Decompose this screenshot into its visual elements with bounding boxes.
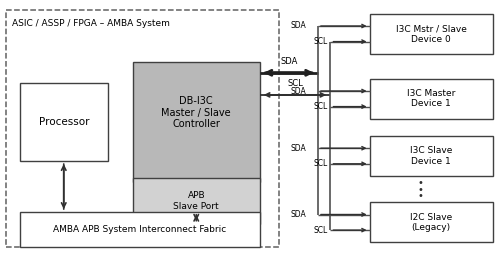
Bar — [20, 83, 108, 161]
Text: AMBA APB System Interconnect Fabric: AMBA APB System Interconnect Fabric — [54, 225, 227, 234]
Text: DB-I3C
Master / Slave
Controller: DB-I3C Master / Slave Controller — [162, 96, 231, 129]
Text: I3C Mstr / Slave
Device 0: I3C Mstr / Slave Device 0 — [396, 24, 466, 43]
Bar — [370, 79, 492, 119]
Bar — [132, 62, 260, 182]
Text: •: • — [417, 178, 423, 188]
Bar — [370, 202, 492, 242]
Bar — [20, 212, 260, 247]
Text: •: • — [417, 185, 423, 195]
Text: ASIC / ASSP / FPGA – AMBA System: ASIC / ASSP / FPGA – AMBA System — [12, 19, 170, 28]
Bar — [6, 10, 278, 247]
Text: SCL: SCL — [313, 102, 328, 111]
Text: APB
Slave Port: APB Slave Port — [174, 191, 219, 211]
Text: SCL: SCL — [313, 159, 328, 168]
Bar — [370, 136, 492, 176]
Text: SCL: SCL — [313, 37, 328, 46]
Bar — [370, 14, 492, 54]
Text: I3C Master
Device 1: I3C Master Device 1 — [407, 89, 456, 108]
Text: Processor: Processor — [38, 117, 89, 127]
Text: SCL: SCL — [313, 226, 328, 235]
Text: SDA: SDA — [291, 87, 306, 95]
Text: •: • — [417, 191, 423, 201]
Text: I2C Slave
(Legacy): I2C Slave (Legacy) — [410, 213, 453, 232]
Text: SDA: SDA — [280, 57, 297, 66]
Text: SCL: SCL — [287, 79, 303, 88]
Bar — [132, 178, 260, 224]
Text: SDA: SDA — [291, 210, 306, 219]
Text: SDA: SDA — [291, 22, 306, 30]
Text: SDA: SDA — [291, 144, 306, 153]
Text: I3C Slave
Device 1: I3C Slave Device 1 — [410, 146, 453, 166]
